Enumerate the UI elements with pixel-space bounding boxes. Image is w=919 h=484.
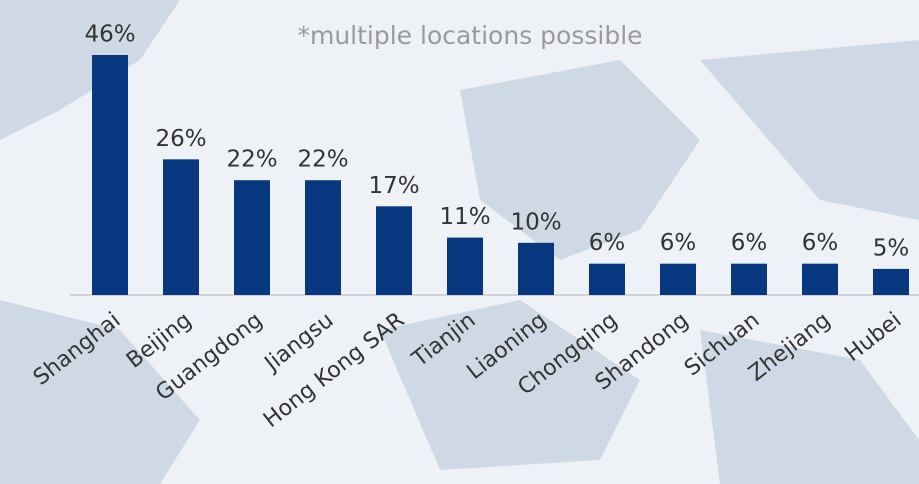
value-label: 6% <box>660 230 697 256</box>
bar <box>731 263 767 295</box>
annotation: *multiple locations possible <box>297 21 642 50</box>
value-label: 11% <box>439 204 490 230</box>
land <box>460 60 700 260</box>
land <box>700 330 919 484</box>
bar <box>518 242 554 295</box>
bar <box>163 159 199 295</box>
bar <box>305 180 341 295</box>
value-label: 6% <box>589 230 626 256</box>
land <box>700 40 919 220</box>
value-label: 6% <box>731 230 768 256</box>
value-label: 6% <box>802 230 839 256</box>
bar <box>447 237 483 295</box>
value-label: 26% <box>155 126 206 152</box>
bar <box>92 55 128 295</box>
bar <box>376 206 412 295</box>
bar <box>660 263 696 295</box>
land <box>380 300 640 470</box>
value-label: 22% <box>297 147 348 173</box>
value-label: 22% <box>226 147 277 173</box>
bar <box>873 268 909 295</box>
land <box>0 300 200 484</box>
bar <box>589 263 625 295</box>
value-label: 10% <box>510 209 561 235</box>
value-label: 5% <box>873 235 910 261</box>
land <box>0 0 180 140</box>
value-label: 17% <box>368 173 419 199</box>
bar <box>234 180 270 295</box>
value-label: 46% <box>84 22 135 48</box>
bar <box>802 263 838 295</box>
